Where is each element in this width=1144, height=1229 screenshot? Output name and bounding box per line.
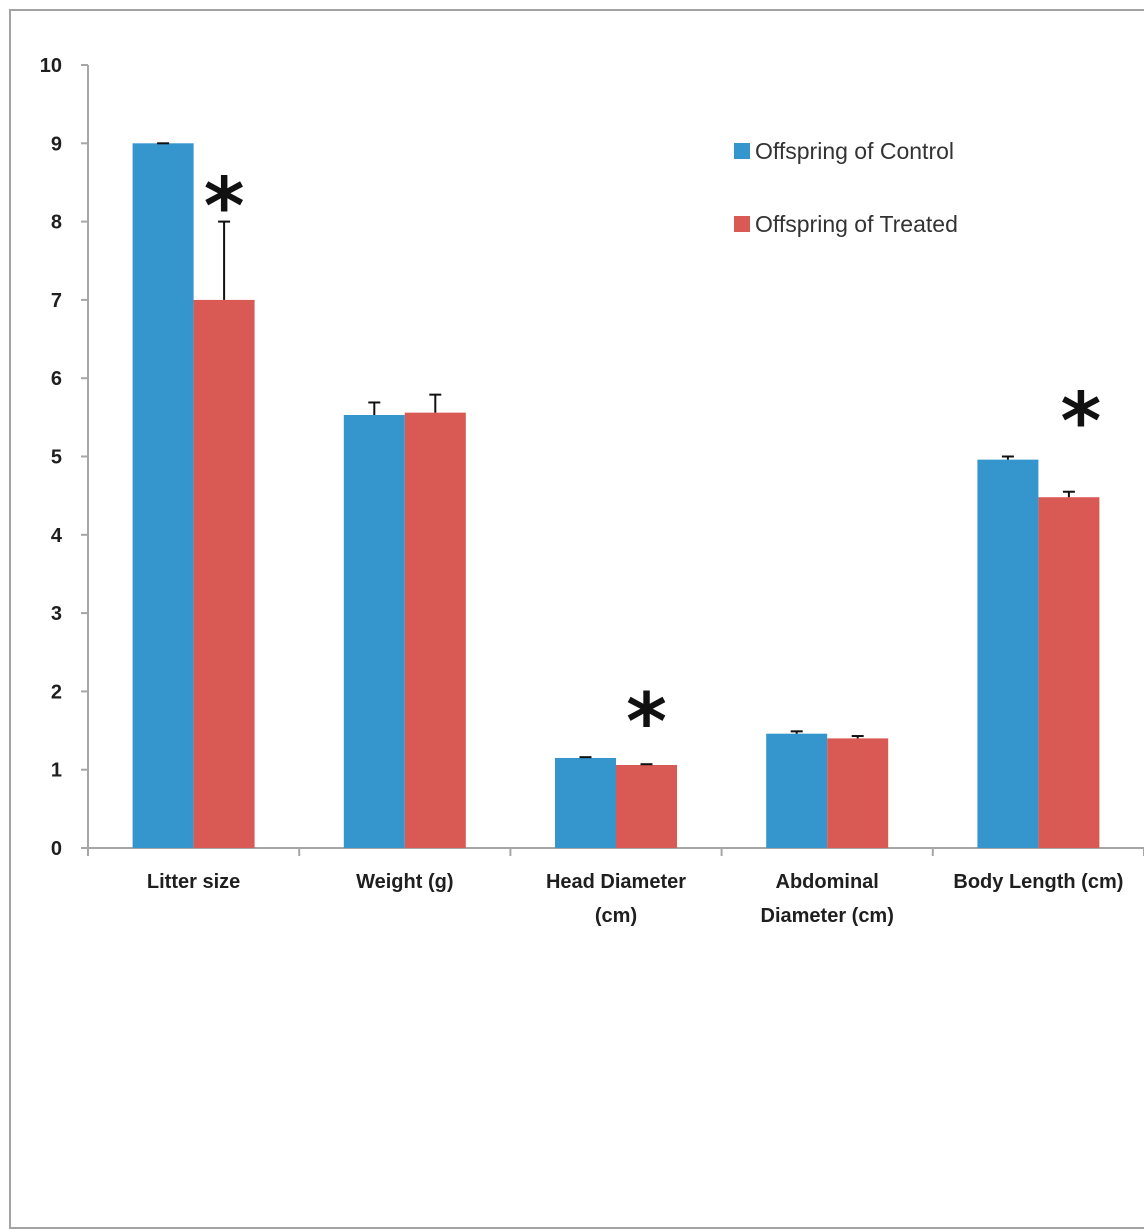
significance-star: * [626,678,667,768]
y-tick-label: 0 [51,838,62,860]
x-category-label: Diameter (cm) [761,905,894,927]
x-category-label: Head Diameter [546,871,686,893]
y-tick-label: 10 [40,55,62,77]
y-tick-label: 6 [51,368,62,390]
legend-swatch [734,143,750,159]
bars [133,143,1100,848]
legend-swatch [734,216,750,232]
x-category-label: Body Length (cm) [953,871,1123,893]
y-tick-label: 8 [51,212,62,234]
legend-label: Offspring of Control [755,138,954,164]
y-tick-label: 3 [51,603,62,625]
legend: Offspring of Control Offspring of Treated [734,138,958,237]
y-tick-label: 1 [51,760,62,782]
bar [616,765,677,848]
bar [344,415,405,848]
y-tick-label: 5 [51,447,62,469]
y-tick-label: 7 [51,290,62,312]
bar [405,413,466,848]
bar [766,734,827,848]
bar [1038,497,1099,848]
bar [194,300,255,848]
x-category-label: Litter size [147,871,240,893]
x-category-label: Weight (g) [356,871,453,893]
legend-label: Offspring of Treated [755,211,958,237]
bar [133,143,194,848]
x-category-label: Abdominal [776,871,879,893]
y-tick-label: 9 [51,133,62,155]
significance-star: * [204,162,245,252]
bar [555,758,616,848]
x-category-label: (cm) [595,905,637,927]
bar [827,738,888,848]
significance-star: * [1061,378,1102,468]
significance-marks: * * * [204,162,1102,768]
bar [977,460,1038,848]
y-tick-label: 2 [51,681,62,703]
y-tick-label: 4 [51,525,63,547]
